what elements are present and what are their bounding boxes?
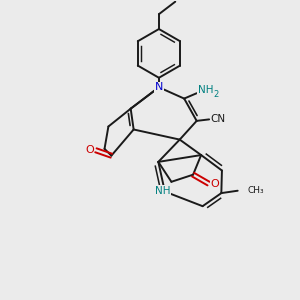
Text: NH: NH (155, 186, 171, 196)
Text: O: O (211, 178, 220, 189)
Text: NH: NH (198, 85, 213, 95)
Text: N: N (155, 82, 163, 92)
Text: CH₃: CH₃ (247, 186, 264, 195)
Text: 2: 2 (214, 90, 219, 99)
Text: CN: CN (211, 114, 226, 124)
Text: O: O (85, 145, 94, 155)
